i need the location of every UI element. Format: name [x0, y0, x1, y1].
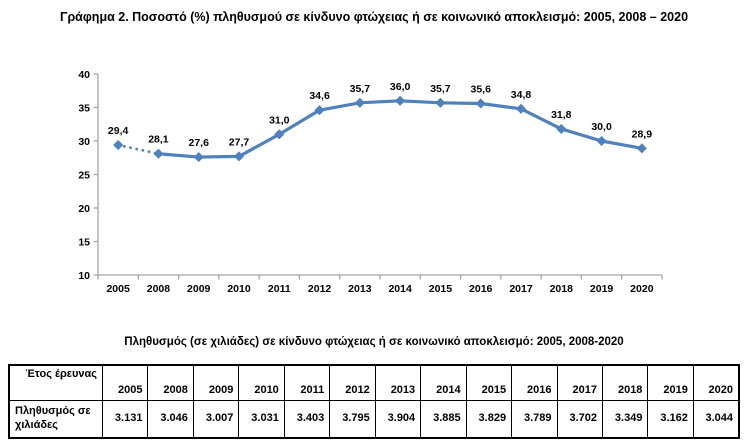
x-axis-label: 2020 — [630, 283, 654, 295]
population-value-cell: 3.131 — [101, 400, 149, 439]
data-point-label: 27,7 — [229, 136, 250, 148]
population-value-cell: 3.007 — [192, 400, 240, 439]
y-axis-label: 40 — [78, 69, 90, 81]
year-header-cell: 2008 — [147, 364, 194, 401]
data-point-label: 34,6 — [309, 90, 330, 102]
dotted-line-segment — [116, 143, 160, 156]
x-axis-label: 2008 — [147, 283, 171, 295]
data-point-marker — [233, 151, 245, 162]
population-value-cell: 3.789 — [511, 400, 558, 439]
y-axis-label: 20 — [78, 203, 90, 215]
x-axis-label: 2016 — [469, 283, 493, 295]
chart-title: Γράφημα 2. Ποσοστό (%) πληθυσμού σε κίνδ… — [59, 10, 689, 24]
data-point-label: 31,0 — [269, 114, 290, 126]
line-chart-svg: 10 15 20 25 30 35 40 2005 2008 2009 2010 2011 2012 20… — [78, 69, 663, 295]
x-axis-label: 2014 — [388, 283, 412, 295]
population-value-cell: 3.885 — [420, 400, 467, 439]
line-chart: 10 15 20 25 30 35 40 2005 2008 2009 2010 2011 2012 20… — [58, 60, 706, 312]
table-header-row: Έτος έρευνας 2005 2008 2009 2010 2011 2012 2013… — [8, 364, 740, 401]
year-header-cell: 2014 — [420, 364, 467, 401]
data-point-marker — [193, 151, 204, 163]
table-title: Πληθυσμός (σε χιλιάδες) σε κίνδυνο φτώχε… — [124, 336, 624, 348]
data-point-marker — [354, 97, 366, 108]
data-point-marker — [636, 143, 648, 154]
data-point-label: 27,6 — [188, 137, 209, 149]
data-point-marker — [153, 148, 164, 159]
year-header-cell: 2016 — [511, 364, 558, 401]
data-point-marker — [475, 98, 486, 109]
data-point-marker — [435, 97, 446, 108]
population-value-cell: 3.702 — [556, 400, 603, 439]
population-value-cell: 3.829 — [465, 400, 513, 439]
y-axis-label: 10 — [78, 270, 90, 282]
data-point-marker — [112, 139, 124, 151]
x-axis-label: 2011 — [268, 283, 291, 295]
data-point-label: 28,1 — [148, 134, 169, 146]
data-point-label: 31,8 — [551, 109, 572, 121]
data-point-label: 35,7 — [430, 83, 451, 95]
y-axis-label: 30 — [78, 136, 90, 148]
year-header-cell: 2013 — [374, 364, 422, 401]
population-value-cell: 3.904 — [374, 400, 422, 439]
year-header-cell: 2009 — [192, 364, 240, 401]
row-label-year: Έτος έρευνας — [8, 364, 103, 401]
population-value-cell: 3.031 — [238, 400, 285, 439]
population-value-cell: 3.162 — [647, 400, 694, 439]
data-point-label: 35,7 — [350, 83, 371, 95]
population-value-cell: 3.044 — [692, 400, 740, 439]
data-point-marker — [515, 103, 527, 114]
x-axis-label: 2017 — [509, 283, 533, 295]
year-header-cell: 2010 — [238, 364, 285, 401]
population-value-cell: 3.349 — [601, 400, 649, 439]
year-header-cell: 2020 — [692, 364, 740, 401]
population-value-cell: 3.046 — [147, 400, 194, 439]
data-point-label: 30,0 — [591, 121, 612, 133]
year-header-cell: 2018 — [601, 364, 649, 401]
data-point-marker — [556, 123, 567, 135]
year-header-cell: 2005 — [101, 364, 149, 401]
x-axis-label: 2019 — [590, 283, 614, 295]
x-axis-label: 2012 — [308, 283, 332, 295]
x-axis-label: 2018 — [550, 283, 574, 295]
data-point-marker — [596, 135, 607, 147]
data-point-marker — [314, 105, 325, 116]
year-header-cell: 2012 — [329, 364, 376, 401]
year-header-cell: 2011 — [283, 364, 331, 401]
data-point-label: 28,9 — [632, 128, 653, 140]
y-axis-label: 25 — [78, 169, 90, 181]
row-label-population: Πληθυσμός σε χιλιάδες — [8, 400, 103, 439]
year-header-cell: 2017 — [556, 364, 603, 401]
data-point-label: 36,0 — [390, 81, 411, 93]
population-table: Έτος έρευνας 2005 2008 2009 2010 2011 2012 2013… — [8, 364, 740, 439]
year-header-cell: 2019 — [647, 364, 694, 401]
data-point-label: 35,6 — [470, 83, 491, 95]
data-point-marker — [394, 95, 406, 106]
x-axis-label: 2015 — [429, 283, 453, 295]
data-point-label: 34,8 — [511, 89, 532, 101]
y-axis-label: 15 — [78, 236, 90, 248]
data-point-label: 29,4 — [108, 125, 129, 137]
x-axis-label: 2005 — [106, 283, 130, 295]
x-axis-label: 2009 — [187, 283, 211, 295]
x-axis-label: 2013 — [348, 283, 372, 295]
y-axis-label: 35 — [78, 102, 90, 114]
table-value-row: Πληθυσμός σε χιλιάδες 3.131 3.046 3.007 3.03… — [8, 400, 740, 439]
population-value-cell: 3.795 — [329, 400, 376, 439]
year-header-cell: 2015 — [465, 364, 513, 401]
x-axis-label: 2010 — [227, 283, 251, 295]
population-value-cell: 3.403 — [283, 400, 331, 439]
data-point-marker — [274, 129, 285, 140]
